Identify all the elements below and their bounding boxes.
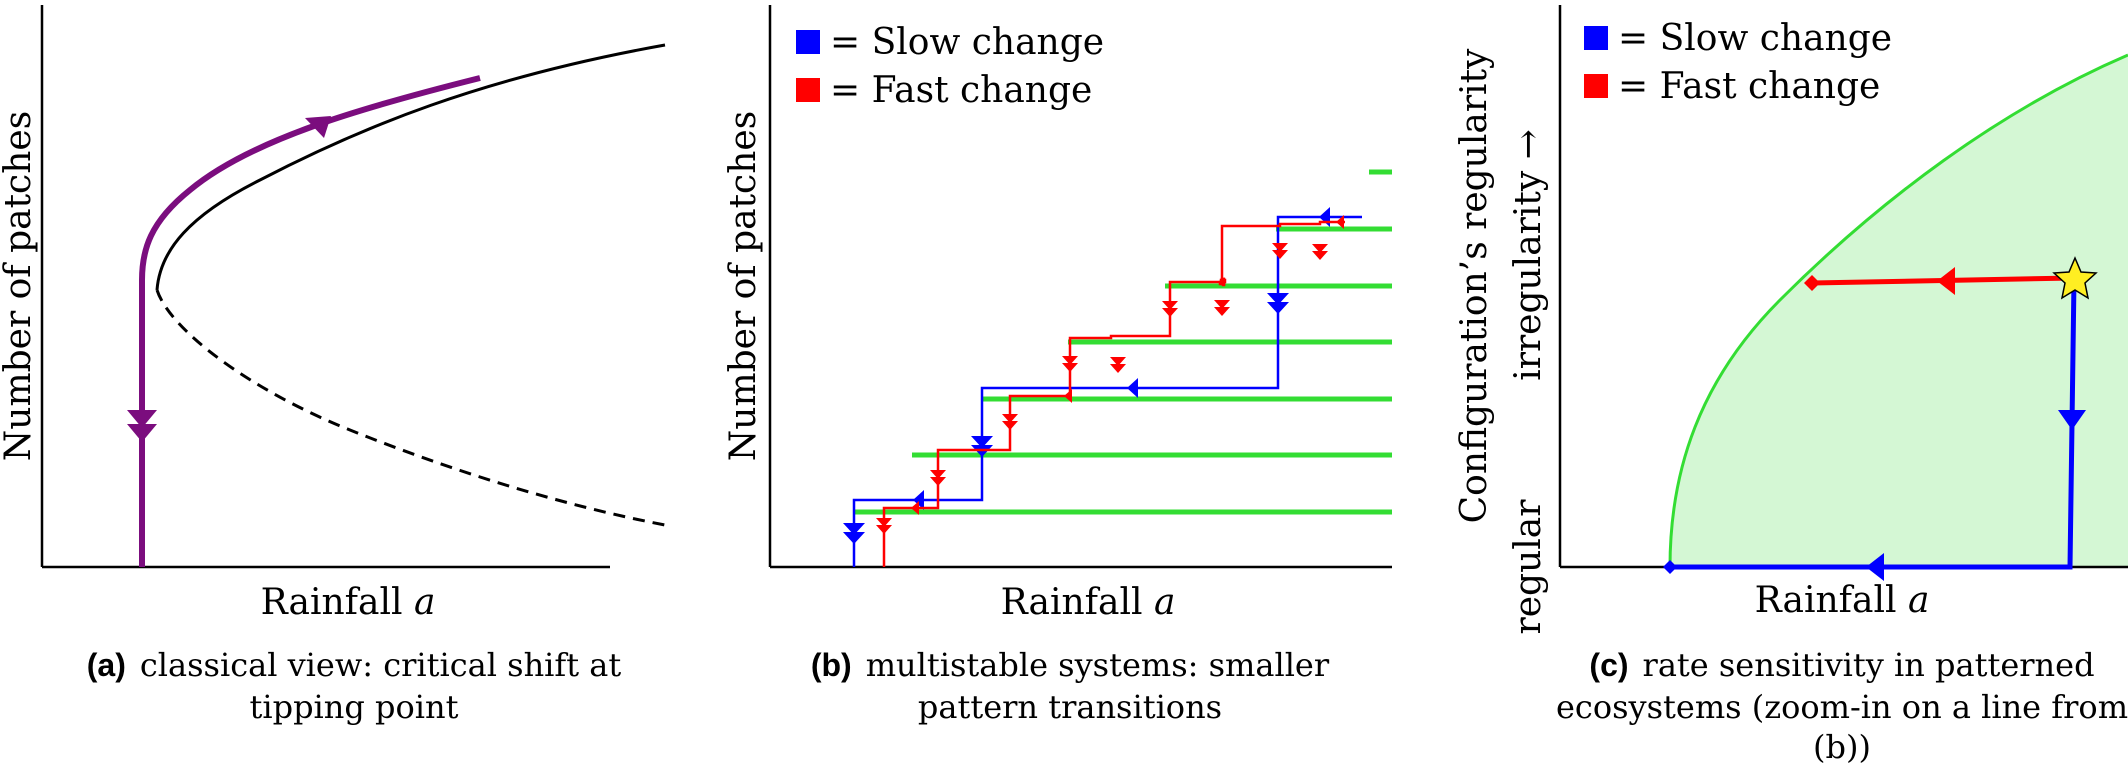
panel-a-caption-line-1: (a) classical view: critical shift at: [87, 646, 622, 684]
panel-a-arrow-left: [305, 116, 331, 138]
panel-b-fast-arrow-7b: [1110, 364, 1126, 373]
panel-a-xlabel: Rainfall a: [261, 582, 436, 623]
panel-b-fast-arrow-4b: [1002, 421, 1018, 430]
panel-b-legend-fast-swatch: [796, 78, 820, 102]
panel-b-caption-line-1: (b) multistable systems: smaller: [811, 646, 1330, 684]
panel-b-slow-arrow-3a: [971, 436, 993, 448]
panel-b-fast-arrow-9b: [1214, 307, 1230, 316]
panel-c-legend-slow-label: = Slow change: [1618, 18, 1892, 59]
panel-b-caption-line-2: pattern transitions: [918, 688, 1222, 726]
panel-b-fast-path-remaining: [1220, 220, 1345, 280]
panel-b-fast-arrow-10a: [1272, 243, 1288, 252]
panel-c-slow-path: [1670, 279, 2077, 570]
panel-c-legend-fast-swatch: [1584, 74, 1608, 98]
panel-b-fast-arrow-1b: [876, 525, 892, 534]
panel-c-ylabel-irregularity: irregularity →: [1508, 129, 1549, 381]
panel-c-fast-arrow-left: [1937, 267, 1955, 295]
panel-c-region: [1670, 55, 2128, 567]
panel-c-caption-line-2: ecosystems (zoom-in on a line from: [1556, 688, 2128, 726]
panel-c-xlabel: Rainfall a: [1755, 580, 1930, 621]
panel-b-fast-arrow-5a: [1062, 356, 1078, 365]
panel-b-slow-arrow-1b: [843, 532, 865, 544]
panel-b-fast-arrow-3a: [930, 470, 946, 479]
panel-b-fast-arrow-12: [1336, 215, 1344, 229]
panel-c-caption-line-3: (b)): [1813, 728, 1871, 766]
panel-b-fast-arrow-1a: [876, 518, 892, 527]
panel-b-fast-arrow-6: [1064, 389, 1072, 403]
panel-b-slow-arrow-1a: [843, 523, 865, 535]
panel-b-fast-arrow-11a: [1312, 244, 1328, 253]
panel-a-hysteresis-path: [139, 75, 481, 567]
panel-b-slow-arrow-4: [1127, 378, 1138, 398]
panel-c-caption-line-1: (c) rate sensitivity in patterned: [1589, 646, 2094, 684]
panel-c-legend-slow-swatch: [1584, 26, 1608, 50]
panel-b-fast-arrow-7a: [1110, 357, 1126, 366]
panel-c-ylabel-regular: regular: [1508, 499, 1549, 635]
panel-b-xlabel: Rainfall a: [1001, 582, 1176, 623]
panel-b-legend-fast-label: = Fast change: [830, 70, 1092, 111]
panel-c-slow-arrow-down: [2058, 410, 2086, 430]
panel-b-slow-arrow-5b: [1267, 302, 1289, 314]
panel-c: = Slow change = Fast change Configuratio…: [1454, 5, 2128, 766]
panel-b: = Slow change = Fast change: [723, 5, 1392, 726]
panel-b-fast-arrow-8a: [1162, 301, 1178, 310]
panel-c-ylabel: Configuration’s regularity: [1454, 48, 1495, 523]
panel-b-legend-slow-swatch: [796, 30, 820, 54]
panel-b-legend-slow-label: = Slow change: [830, 22, 1104, 63]
panel-b-slow-arrow-2: [913, 490, 924, 510]
panel-b-fast-arrow-3b: [930, 477, 946, 486]
panel-b-ylabel: Number of patches: [723, 111, 764, 461]
panel-b-fast-arrow-8b: [1162, 308, 1178, 317]
panel-c-slow-endpoint: [1663, 560, 1677, 574]
panel-a-stable-branch: [155, 43, 666, 291]
panel-a-arrow-down-1: [127, 410, 157, 428]
panel-c-fast-endpoint: [1804, 275, 1820, 291]
panel-b-fast-arrow-4a: [1002, 414, 1018, 423]
panel-b-fast-arrow-10b: [1272, 250, 1288, 259]
panel-a-unstable-branch: [155, 289, 666, 527]
panel-c-boundary: [1668, 53, 2128, 568]
panel-a-caption-line-2: tipping point: [249, 688, 458, 726]
panel-a-arrow-down-2: [127, 424, 157, 442]
panel-b-fast-arrow-5b: [1062, 363, 1078, 372]
panel-c-legend-fast-label: = Fast change: [1618, 66, 1880, 107]
panel-a-ylabel: Number of patches: [0, 111, 39, 461]
panel-b-fast-arrow-2: [911, 501, 919, 515]
panel-b-slow-path: [852, 215, 1362, 567]
panel-b-fast-arrow-9a: [1214, 300, 1230, 309]
panel-b-fast-path: [882, 276, 1226, 567]
panel-a: Number of patches Rainfall a (a) classica…: [0, 5, 666, 726]
panel-b-fast-arrow-11b: [1312, 251, 1328, 260]
panel-b-slow-arrow-5a: [1267, 293, 1289, 305]
panel-c-star-icon: [2052, 256, 2098, 300]
panel-c-slow-arrow-left: [1866, 553, 1884, 581]
